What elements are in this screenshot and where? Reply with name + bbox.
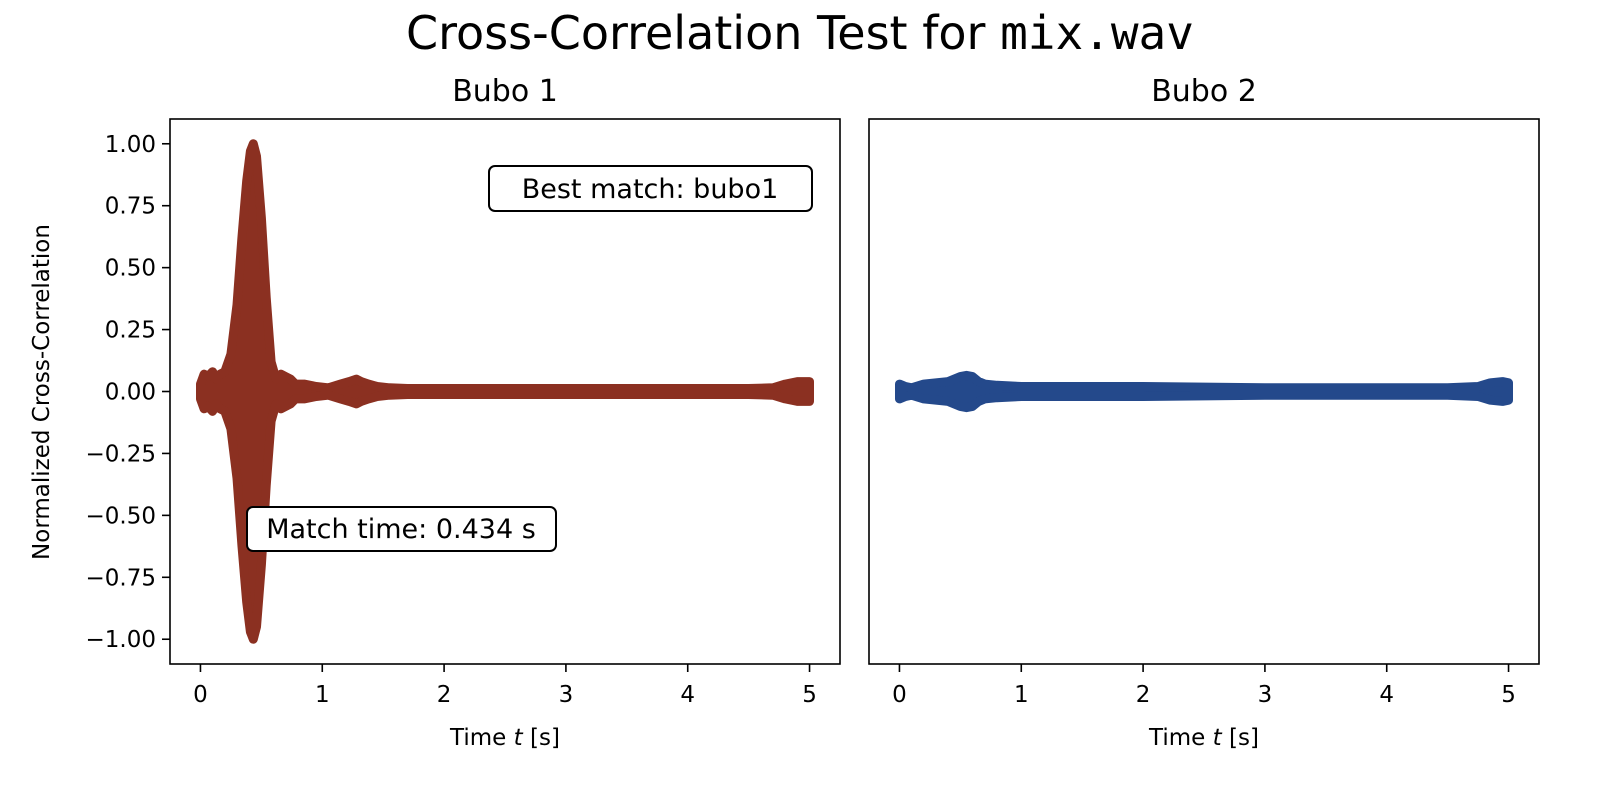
y-axis-bubo1: 1.00 0.75 0.50 0.25 0.00 −0.25 −0.50 −0.75 −1.00 [86, 132, 170, 653]
y-tick-label: −0.25 [86, 441, 156, 467]
x-tick-label: 1 [315, 682, 330, 708]
y-tick-label: 0.50 [105, 256, 156, 282]
x-tick-label: 2 [437, 682, 452, 708]
x-label-suffix: [s] [523, 725, 560, 751]
annotation-best-match-box [488, 165, 813, 212]
x-tick-label: 0 [193, 682, 208, 708]
x-label-suffix: [s] [1222, 725, 1259, 751]
panel-bubo1: Bubo 1 0 1 2 3 4 5 1.00 0.75 0.50 0.25 0.00 −0.25 −… [29, 74, 841, 751]
x-label-prefix: Time [449, 725, 514, 751]
annotation-best-match-text: Best match: bubo1 [522, 174, 779, 205]
plot-frame-bubo2 [868, 118, 1540, 665]
figure-title-prefix: Cross-Correlation Test for [406, 6, 1001, 60]
y-tick-label: 0.25 [105, 318, 156, 344]
x-tick-label: 3 [559, 682, 574, 708]
annotation-match-time-text: Match time: 0.434 s [266, 514, 536, 545]
series-bubo2 [895, 370, 1513, 413]
series-envelope [196, 139, 814, 644]
x-axis-label-bubo1: Time t [s] [449, 725, 560, 751]
x-axis-label-bubo2: Time t [s] [1148, 725, 1259, 751]
x-label-var: t [514, 725, 524, 751]
annotation-match-time: Match time: 0.434 s [246, 506, 557, 552]
y-tick-label: −0.50 [86, 503, 156, 529]
x-axis-bubo2: 0 1 2 3 4 5 [892, 664, 1516, 708]
y-tick-label: 0.75 [105, 194, 156, 220]
y-tick-label: 0.00 [105, 380, 156, 406]
x-label-prefix: Time [1148, 725, 1213, 751]
y-tick-label: −0.75 [86, 565, 156, 591]
series-bubo1 [196, 139, 814, 644]
x-tick-label: 5 [802, 682, 817, 708]
x-axis-bubo1: 0 1 2 3 4 5 [193, 664, 817, 708]
figure-title-filename: mix.wav [1000, 6, 1194, 60]
x-label-var: t [1213, 725, 1223, 751]
series-envelope [895, 370, 1513, 413]
annotation-match-time-box [246, 506, 557, 552]
y-tick-label: −1.00 [86, 627, 156, 653]
y-axis-label: Normalized Cross-Correlation [29, 224, 55, 560]
x-tick-label: 3 [1258, 682, 1273, 708]
x-tick-label: 4 [1379, 682, 1394, 708]
panel-title-bubo1: Bubo 1 [452, 74, 558, 109]
x-tick-label: 4 [680, 682, 695, 708]
panel-bubo2: Bubo 2 0 1 2 3 4 5 Time t [s] [868, 74, 1540, 751]
figure-title: Cross-Correlation Test for mix.wav [0, 6, 1600, 60]
panel-title-bubo2: Bubo 2 [1151, 74, 1257, 109]
annotation-best-match: Best match: bubo1 [488, 165, 813, 212]
x-tick-label: 1 [1014, 682, 1029, 708]
x-tick-label: 5 [1501, 682, 1516, 708]
x-tick-label: 0 [892, 682, 907, 708]
x-tick-label: 2 [1136, 682, 1151, 708]
y-tick-label: 1.00 [105, 132, 156, 158]
